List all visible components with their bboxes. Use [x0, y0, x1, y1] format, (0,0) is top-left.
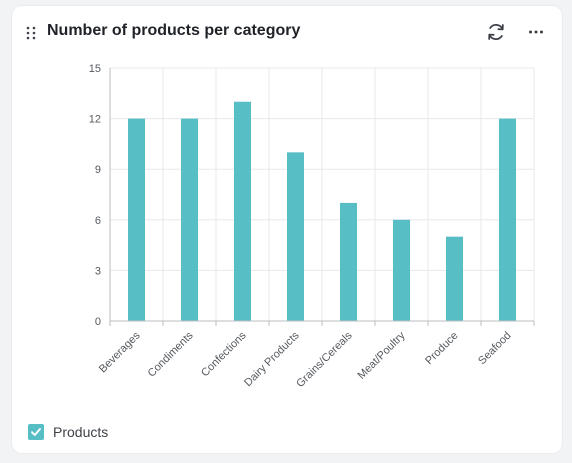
more-horizontal-icon[interactable] — [524, 20, 548, 44]
chart-axes — [109, 68, 535, 326]
checkmark-icon — [31, 428, 41, 436]
x-tick-label: Beverages — [97, 329, 143, 375]
refresh-icon[interactable] — [484, 20, 508, 44]
legend-checkbox[interactable] — [28, 424, 44, 440]
widget-title: Number of products per category — [47, 22, 301, 39]
bar[interactable] — [287, 152, 304, 321]
y-tick-label: 12 — [89, 114, 101, 126]
bar[interactable] — [340, 202, 357, 321]
x-tick-label: Meat/Poultry — [355, 329, 407, 381]
bar[interactable] — [446, 236, 463, 321]
y-tick-label: 0 — [95, 316, 101, 328]
y-tick-label: 3 — [95, 265, 101, 277]
y-tick-label: 15 — [89, 63, 101, 75]
bar[interactable] — [234, 101, 251, 321]
drag-handle-icon[interactable] — [25, 25, 37, 41]
widget-header: Number of products per category — [12, 6, 562, 58]
bar[interactable] — [393, 219, 410, 321]
bar[interactable] — [181, 118, 198, 321]
chart-bars — [128, 101, 516, 321]
x-tick-label: Produce — [423, 330, 460, 367]
y-tick-label: 9 — [95, 164, 101, 176]
legend-label: Products — [53, 424, 109, 440]
x-tick-label: Seafood — [476, 330, 513, 367]
x-tick-label: Grains/Cereals — [294, 329, 355, 390]
chart-gridlines — [109, 67, 535, 321]
x-tick-label: Condiments — [146, 329, 196, 379]
x-tick-label: Confections — [199, 329, 249, 379]
x-tick-label: Dairy Products — [242, 329, 302, 389]
y-tick-label: 6 — [95, 215, 101, 227]
bar[interactable] — [128, 118, 145, 321]
legend-item-products[interactable]: Products — [28, 424, 108, 440]
chart-widget-card: Number of products per category 0 3 6 9 12 15… — [12, 6, 562, 453]
bar-chart: 0 3 6 9 12 15 Beverages Condiments ConfectionsDa… — [89, 63, 535, 390]
bar[interactable] — [499, 118, 516, 321]
